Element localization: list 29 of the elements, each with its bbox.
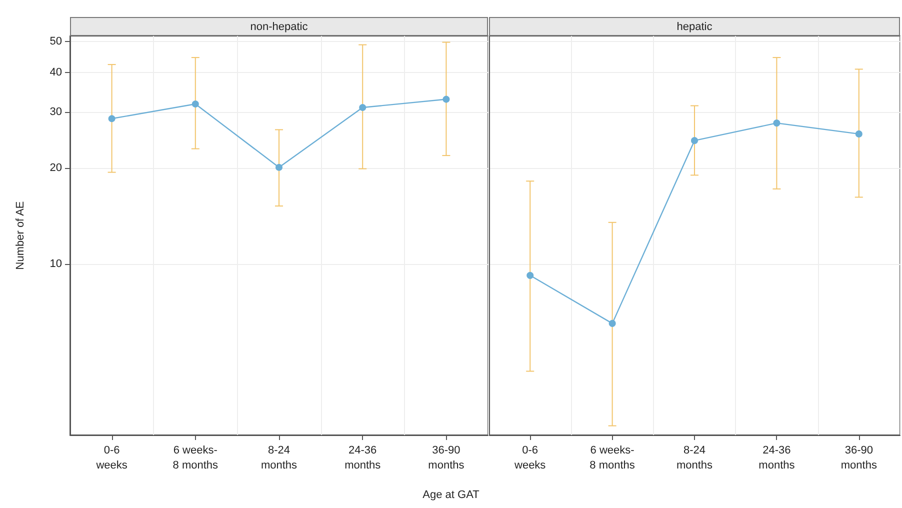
x-tick-label: 36-90 months xyxy=(840,444,878,472)
y-tick-label: 10 xyxy=(50,258,62,270)
point xyxy=(276,164,282,171)
point xyxy=(108,115,116,122)
x-tick-label: 0-6 weeks xyxy=(95,444,128,472)
point xyxy=(526,272,534,279)
y-tick-label: 50 xyxy=(50,35,62,48)
chart-title: non-hepatic xyxy=(70,17,488,36)
x-tick-label: 24-36 months xyxy=(758,444,796,472)
x-axis-title: Age at GAT xyxy=(422,489,480,501)
x-tick-label: 24-36 months xyxy=(344,444,382,472)
x-tick-label: 8-24 months xyxy=(676,444,714,472)
x-tick-label: 6 weeks- 8 months xyxy=(172,444,219,472)
y-tick-label: 20 xyxy=(50,162,62,174)
point xyxy=(691,137,698,144)
y-tick-label: 30 xyxy=(50,106,62,118)
y-tick-label: 40 xyxy=(50,66,62,78)
point xyxy=(359,104,366,111)
point xyxy=(442,96,450,103)
x-tick-label: 8-24 months xyxy=(260,444,298,472)
point xyxy=(773,120,780,127)
x-tick-label: 36-90 months xyxy=(428,444,465,472)
y-axis-title: Number of AE xyxy=(14,201,26,270)
point xyxy=(855,130,862,138)
x-tick-label: 6 weeks- 8 months xyxy=(590,444,636,472)
point xyxy=(192,100,199,108)
x-tick-label: 0-6 weeks xyxy=(514,444,546,472)
point xyxy=(608,320,616,327)
chart-title: hepatic xyxy=(489,17,900,36)
